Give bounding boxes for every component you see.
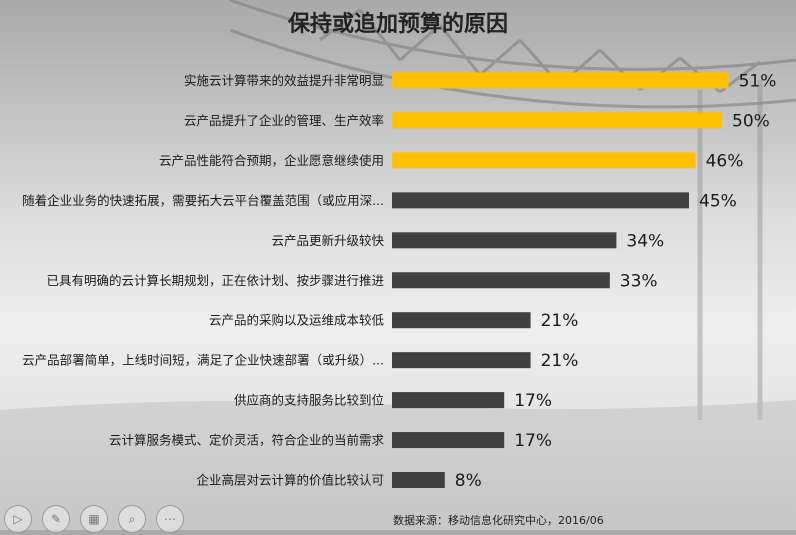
pen-icon[interactable]: ✎ xyxy=(42,505,70,533)
value-label: 45% xyxy=(699,191,737,211)
bar xyxy=(392,432,505,449)
category-label: 云计算服务模式、定价灵活，符合企业的当前需求 xyxy=(109,433,385,448)
category-label: 企业高层对云计算的价值比较认可 xyxy=(196,473,384,488)
bar xyxy=(392,192,689,209)
value-label: 21% xyxy=(541,351,579,371)
value-label: 33% xyxy=(620,271,658,291)
bar xyxy=(392,312,531,329)
category-label: 供应商的支持服务比较到位 xyxy=(234,393,384,408)
more-icon[interactable]: ⋯ xyxy=(156,505,184,533)
zoom-icon[interactable]: ⌕ xyxy=(118,505,146,533)
bar xyxy=(392,392,505,409)
value-label: 51% xyxy=(739,72,777,92)
bar xyxy=(392,112,722,129)
chart-title: 保持或追加预算的原因 xyxy=(287,12,508,37)
category-label: 云产品的采购以及运维成本较低 xyxy=(209,313,385,328)
category-label: 云产品性能符合预期，企业愿意继续使用 xyxy=(159,153,384,168)
value-label: 17% xyxy=(514,431,552,451)
value-label: 8% xyxy=(455,471,482,491)
value-label: 17% xyxy=(514,391,552,411)
value-label: 21% xyxy=(541,311,579,331)
play-icon[interactable]: ▷ xyxy=(4,505,32,533)
bar xyxy=(392,472,445,488)
category-label: 实施云计算带来的效益提升非常明显 xyxy=(184,73,384,88)
category-label: 云产品部署简单，上线时间短，满足了企业快速部署（或升级）... xyxy=(22,353,384,368)
bar xyxy=(392,72,729,89)
bar xyxy=(392,152,696,169)
value-label: 50% xyxy=(732,111,770,131)
value-label: 46% xyxy=(706,151,744,171)
bar xyxy=(392,352,531,369)
category-label: 云产品提升了企业的管理、生产效率 xyxy=(184,113,384,128)
category-label: 云产品更新升级较快 xyxy=(271,233,384,248)
category-label: 随着企业业务的快速拓展，需要拓大云平台覆盖范围（或应用深... xyxy=(22,193,384,208)
bar xyxy=(392,232,617,249)
source-note: 数据来源：移动信息化研究中心，2016/06 xyxy=(393,514,604,527)
bar xyxy=(392,272,610,289)
category-label: 已具有明确的云计算长期规划，正在依计划、按步骤进行推进 xyxy=(46,273,384,288)
value-label: 34% xyxy=(626,231,664,251)
slides-icon[interactable]: ▦ xyxy=(80,505,108,533)
